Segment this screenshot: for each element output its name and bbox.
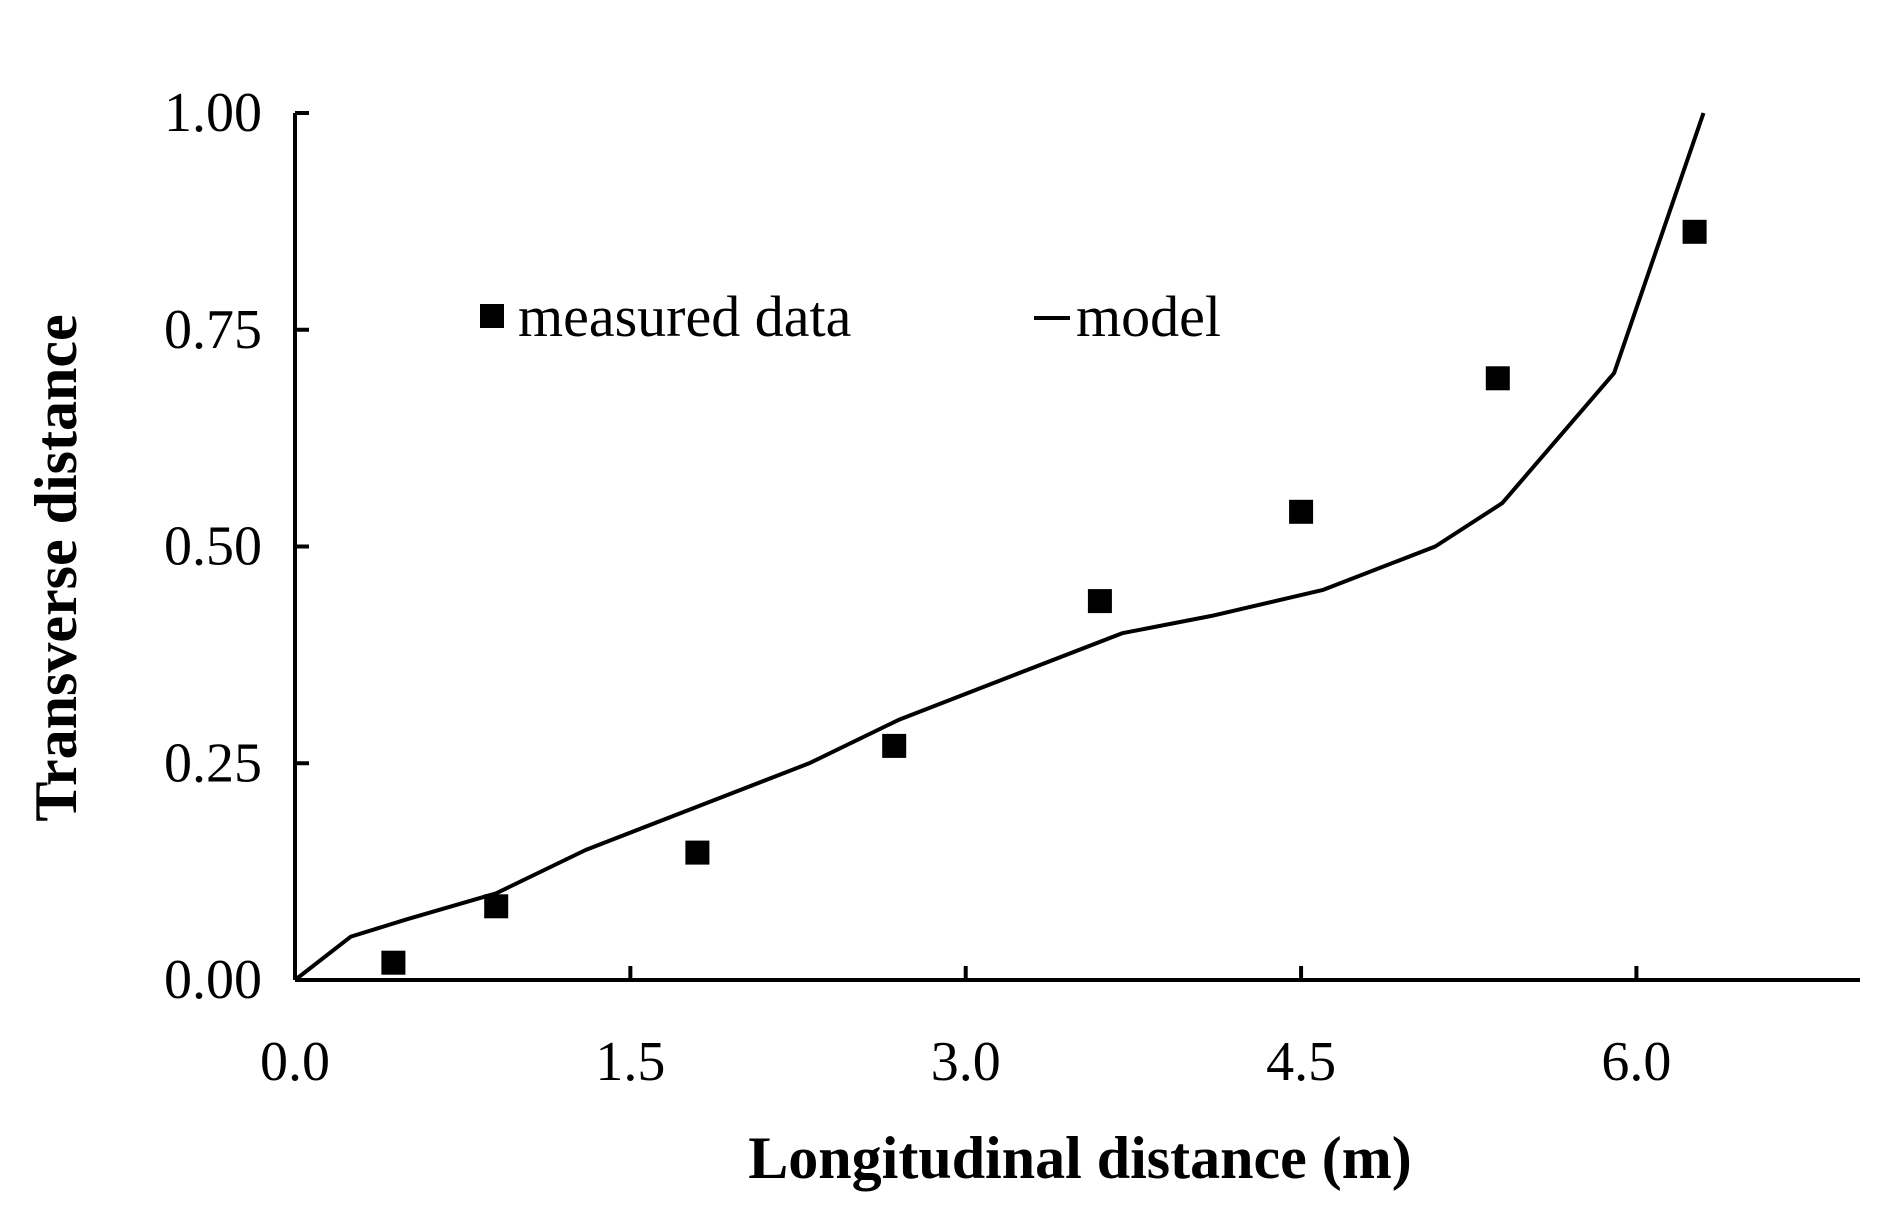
legend-model-label: model — [1076, 284, 1221, 349]
measured-point — [381, 950, 406, 975]
points-layer — [381, 219, 1707, 975]
axes — [293, 113, 1860, 982]
legend-measured-label: measured data — [518, 284, 851, 349]
measured-point — [484, 894, 509, 919]
measured-point — [685, 840, 710, 865]
measured-point — [1485, 366, 1510, 391]
legend-measured-marker — [480, 304, 504, 328]
measured-point — [1087, 589, 1112, 614]
x-axis-title: Longitudinal distance (m) — [748, 1125, 1411, 1191]
x-tick-label: 1.5 — [595, 1031, 665, 1093]
y-tick-label: 0.75 — [164, 299, 262, 361]
y-tick-label: 0.25 — [164, 732, 262, 794]
y-tick-label: 0.00 — [164, 949, 262, 1011]
x-tick-label: 0.0 — [260, 1031, 330, 1093]
measured-point — [1682, 219, 1707, 244]
measured-point — [882, 733, 907, 758]
y-ticks: 0.00 0.25 0.50 0.75 1.00 — [164, 82, 309, 1011]
model-line — [293, 112, 1706, 982]
x-tick-label: 4.5 — [1266, 1031, 1336, 1093]
y-tick-label: 0.50 — [164, 516, 262, 578]
model-layer — [293, 112, 1706, 982]
measured-point — [1289, 499, 1314, 524]
x-tick-label: 6.0 — [1601, 1031, 1671, 1093]
x-ticks: 0.0 1.5 3.0 4.5 6.0 — [260, 966, 1671, 1093]
legend: measured data model — [480, 284, 1221, 349]
x-tick-label: 3.0 — [931, 1031, 1001, 1093]
y-axis-title: Transverse distance — [23, 314, 89, 821]
y-tick-label: 1.00 — [164, 82, 262, 144]
